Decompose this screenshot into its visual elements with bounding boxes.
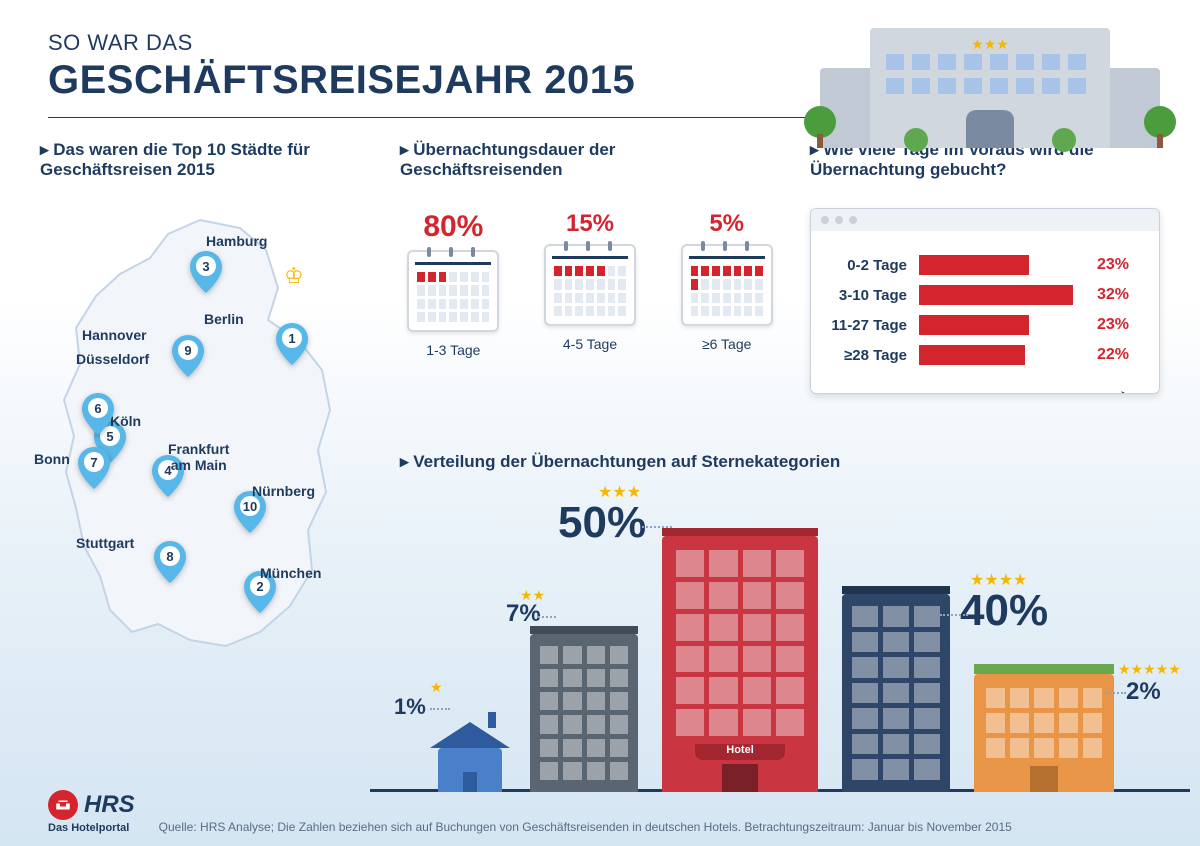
building-4star (842, 594, 950, 792)
city-label: München (260, 565, 321, 581)
map-pin-4: 4 Frankfurtam Main (152, 455, 184, 502)
booking-value: 23% (1097, 256, 1141, 274)
city-label: Köln (110, 413, 141, 429)
city-label: Hannover (82, 327, 147, 343)
city-label: Berlin (204, 311, 244, 327)
hrs-logo: HRS Das Hotelportal (48, 790, 135, 834)
cursor-icon: ➤ (1119, 385, 1137, 394)
booking-row-3: ≥28 Tage 22% (829, 345, 1141, 365)
duration-label: ≥6 Tage (673, 336, 780, 352)
pct-3star: 50% (558, 498, 646, 548)
map-pin-2: 2 München (244, 571, 276, 618)
pct-2star: 7% (506, 600, 541, 628)
map-pin-6: 6 Düsseldorf (82, 393, 114, 440)
stars-1: ★ (430, 679, 443, 696)
duration-pct: 80% (400, 210, 507, 244)
duration-calendars: 80% 1-3 Tage 15% 4-5 Tage 5% ≥6 Tage (400, 210, 780, 358)
booking-row-1: 3-10 Tage 32% (829, 285, 1141, 305)
booking-label: 3-10 Tage (829, 287, 919, 304)
calendar-2: 5% ≥6 Tage (673, 210, 780, 358)
hotel-sign: Hotel (726, 744, 754, 756)
booking-chart: 0-2 Tage 23% 3-10 Tage 32% 11-27 Tage 23% ≥28 … (810, 208, 1160, 394)
building-2star (530, 634, 638, 792)
booking-label: 11-27 Tage (829, 317, 919, 334)
booking-value: 22% (1097, 346, 1141, 364)
building-1star (430, 722, 510, 792)
building-3star: Hotel (662, 536, 818, 792)
map-pin-8: 8 Stuttgart (154, 541, 186, 588)
building-5star (974, 674, 1114, 792)
booking-bar (919, 315, 1029, 335)
booking-row-2: 11-27 Tage 23% (829, 315, 1141, 335)
calendar-1: 15% 4-5 Tage (537, 210, 644, 358)
star-categories-title: Verteilung der Übernachtungen auf Sterne… (400, 452, 1160, 472)
logo-mark-icon (48, 790, 78, 820)
duration-label: 4-5 Tage (537, 336, 644, 352)
booking-bar (919, 255, 1029, 275)
svg-text:8: 8 (166, 549, 173, 564)
map-pin-9: 9 Hannover (172, 335, 204, 382)
logo-subtitle: Das Hotelportal (48, 822, 135, 834)
svg-text:3: 3 (202, 259, 209, 274)
svg-text:7: 7 (90, 455, 97, 470)
booking-bar (919, 285, 1073, 305)
pct-5star: 2% (1126, 678, 1161, 706)
map-pin-1: 1 Berlin♔ (276, 323, 308, 370)
pct-1star: 1% (394, 694, 426, 720)
stars-5: ★★★★★ (1118, 661, 1181, 678)
duration-label: 1-3 Tage (400, 342, 507, 358)
booking-row-0: 0-2 Tage 23% (829, 255, 1141, 275)
svg-text:10: 10 (243, 499, 257, 514)
map-section-title: Das waren die Top 10 Städte für Geschäft… (40, 140, 320, 180)
booking-label: ≥28 Tage (829, 347, 919, 364)
map-pin-3: 3 Hamburg (190, 251, 222, 298)
city-label: Frankfurtam Main (168, 441, 229, 473)
booking-value: 23% (1097, 316, 1141, 334)
booking-bar (919, 345, 1025, 365)
source-text: Quelle: HRS Analyse; Die Zahlen beziehen… (159, 820, 1170, 834)
booking-label: 0-2 Tage (829, 257, 919, 274)
logo-text: HRS (84, 791, 135, 819)
svg-text:2: 2 (256, 579, 263, 594)
pct-4star: 40% (960, 586, 1048, 636)
city-label: Nürnberg (252, 483, 315, 499)
duration-pct: 5% (673, 210, 780, 238)
svg-text:1: 1 (288, 331, 295, 346)
skyline: ★ 1% ★★ 7% (400, 482, 1160, 792)
crown-icon: ♔ (284, 263, 304, 289)
map-pin-10: 10 Nürnberg (234, 491, 266, 538)
city-label: Stuttgart (76, 535, 134, 551)
calendar-0: 80% 1-3 Tage (400, 210, 507, 358)
svg-text:6: 6 (94, 401, 101, 416)
star-categories-section: Verteilung der Übernachtungen auf Sterne… (400, 452, 1160, 792)
map-pin-7: 7 Bonn (78, 447, 110, 494)
city-label: Bonn (34, 451, 70, 467)
city-label: Hamburg (206, 233, 267, 249)
booking-value: 32% (1097, 286, 1141, 304)
footer: HRS Das Hotelportal Quelle: HRS Analyse;… (48, 790, 1170, 834)
germany-map: 1 Berlin♔ 2 München 3 Hamburg 4 Frankfur… (40, 200, 360, 680)
duration-section-title: Übernachtungsdauer der Geschäftsreisende… (400, 140, 780, 180)
svg-text:9: 9 (184, 343, 191, 358)
header-building-illustration: ★★★ (820, 8, 1160, 148)
city-label: Düsseldorf (76, 351, 149, 367)
duration-pct: 15% (537, 210, 644, 238)
